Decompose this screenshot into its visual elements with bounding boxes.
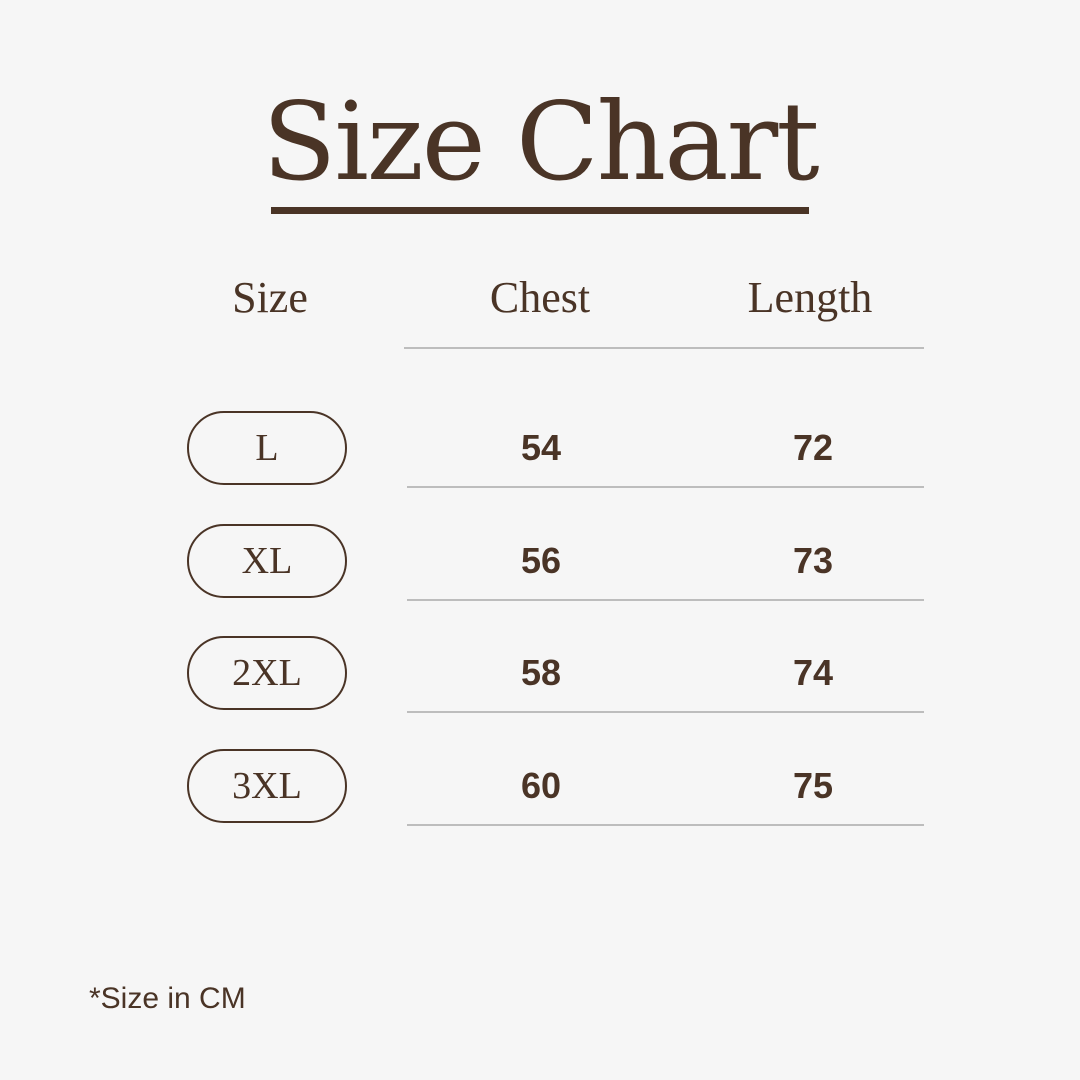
row-divider (407, 598, 924, 601)
header-size: Size (232, 273, 308, 322)
footnote: *Size in CM (89, 982, 246, 1015)
header-length: Length (747, 273, 873, 322)
chest-value: 56 (520, 539, 562, 581)
length-value: 72 (792, 427, 834, 468)
header-chest: Chest (489, 273, 591, 322)
length-value: 75 (792, 764, 834, 806)
size-pill: 2XL (187, 636, 347, 710)
divider (404, 347, 924, 349)
size-pill: XL (187, 523, 347, 598)
chest-value: 54 (520, 427, 562, 468)
row-divider (407, 823, 924, 826)
row-divider (407, 711, 924, 713)
size-pill: 3XL (187, 748, 347, 823)
title-underline (271, 207, 809, 214)
size-pill: L (187, 411, 347, 485)
length-value: 74 (792, 652, 834, 693)
chest-value: 58 (520, 652, 562, 693)
page-title: Size Chart (262, 80, 819, 205)
length-value: 73 (792, 539, 834, 581)
row-divider (407, 486, 924, 488)
chest-value: 60 (520, 764, 562, 806)
